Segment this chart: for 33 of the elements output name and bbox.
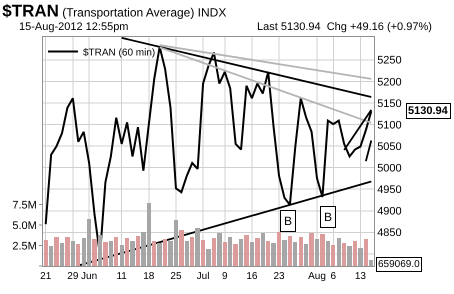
x-tick-label: 16 bbox=[246, 271, 258, 282]
legend-label: $TRAN (60 min) bbox=[83, 47, 156, 58]
x-tick-label: 11 bbox=[116, 271, 128, 282]
y-tick-label: 4950 bbox=[377, 184, 402, 196]
y2-tick-label: 5.0M bbox=[12, 220, 37, 232]
x-tick-label: Aug bbox=[308, 271, 326, 282]
x-tick-label: 9 bbox=[222, 271, 228, 282]
x-tick-label: 21 bbox=[40, 271, 52, 282]
x-tick-label: Jul bbox=[196, 271, 210, 282]
y-tick-label: 4850 bbox=[377, 227, 402, 240]
y-tick-label: 5250 bbox=[377, 54, 402, 67]
chart-subtitle: 15-Aug-2012 12:55pm bbox=[19, 21, 128, 33]
y2-tick-label: 2.5M bbox=[12, 240, 37, 252]
x-tick-label: Jun bbox=[81, 271, 98, 282]
y-tick-label: 5100 bbox=[377, 119, 402, 132]
y-tick-label: 5150 bbox=[377, 98, 402, 110]
text: 5130.94 bbox=[408, 105, 449, 117]
y-tick-label: 5050 bbox=[377, 140, 402, 153]
y-tick-label: 5000 bbox=[377, 162, 402, 175]
y-tick-label: 4900 bbox=[377, 206, 402, 218]
x-tick-label: 25 bbox=[170, 271, 182, 282]
y2-tick-label: 7.5M bbox=[12, 200, 37, 212]
annotation: B bbox=[284, 214, 292, 228]
x-tick-label: 6 bbox=[330, 271, 337, 282]
annotation: B bbox=[324, 210, 332, 224]
text: Last 5130.94 Chg +49.16 (+0.97%) bbox=[257, 21, 432, 33]
chart-title: $TRAN (Transportation Average) INDX bbox=[2, 1, 226, 20]
text: 659069.0 bbox=[378, 259, 420, 270]
x-tick-label: 18 bbox=[143, 271, 155, 282]
x-tick-label: 13 bbox=[354, 271, 366, 282]
x-tick-label: 23 bbox=[273, 271, 286, 282]
x-tick-label: 29 bbox=[67, 271, 79, 282]
y-tick-label: 5200 bbox=[377, 76, 402, 88]
